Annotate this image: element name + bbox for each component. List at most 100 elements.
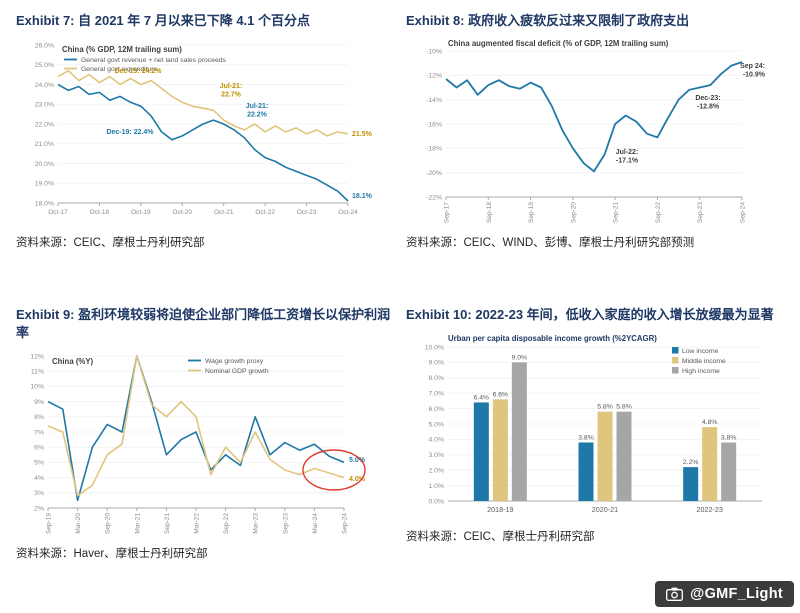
y-tick-label: 8.0% bbox=[429, 375, 445, 382]
chart-title: China augmented fiscal deficit (% of GDP… bbox=[448, 39, 669, 48]
y-tick-label: 3% bbox=[34, 490, 44, 497]
line-series-0 bbox=[57, 83, 349, 202]
annotation: Sep 24: bbox=[740, 63, 765, 70]
y-tick-label: 12% bbox=[30, 353, 44, 360]
exhibit-8-panel: Exhibit 8: 政府收入疲软反过来又限制了政府支出 -10% -12% -14… bbox=[406, 12, 784, 300]
annotation: -17.1% bbox=[616, 157, 639, 164]
exhibit-7-title: Exhibit 7: 自 2021 年 7 月以来已下降 4.1 个百分点 bbox=[16, 13, 311, 28]
y-tick-label: 5% bbox=[34, 460, 44, 467]
bar-value-label: 6.6% bbox=[493, 391, 509, 398]
exhibit-7-panel: Exhibit 7: 自 2021 年 7 月以来已下降 4.1 个百分点 26… bbox=[16, 12, 394, 300]
x-tick-label: Sep-23 bbox=[697, 201, 704, 222]
chart-title: China (%Y) bbox=[52, 357, 94, 366]
annotation: Dec-19: 24.2% bbox=[114, 68, 162, 75]
y-tick-label: 6.0% bbox=[429, 405, 445, 412]
x-tick-label: Sep-19 bbox=[46, 513, 53, 534]
y-tick-label: -18% bbox=[426, 145, 442, 152]
y-tick-label: 10% bbox=[30, 384, 44, 391]
bar-value-label: 9.0% bbox=[512, 354, 527, 361]
y-tick-label: 0.0% bbox=[429, 498, 445, 505]
bar-1-2 bbox=[702, 426, 718, 501]
y-tick-label: 7.0% bbox=[429, 390, 445, 397]
exhibit-7-source: 资料来源：CEIC、摩根士丹利研究部 bbox=[16, 236, 205, 249]
exhibit-8-source: 资料来源：CEIC、WIND、彭博、摩根士丹利研究部预测 bbox=[406, 236, 695, 249]
bar-0-2 bbox=[683, 466, 699, 501]
y-tick-label: 26.0% bbox=[35, 42, 54, 49]
legend-label: Nominal GDP growth bbox=[205, 368, 269, 375]
bar-value-label: 3.8% bbox=[578, 434, 594, 441]
line-series-0 bbox=[445, 60, 743, 172]
x-tick-label: Sep-21 bbox=[613, 201, 620, 222]
watermark-handle: @GMF_Light bbox=[690, 586, 783, 602]
annotation: 22.7% bbox=[221, 91, 242, 98]
y-tick-label: 24.0% bbox=[35, 81, 54, 88]
legend-swatch bbox=[672, 356, 679, 364]
bar-value-label: 4.8% bbox=[702, 419, 718, 426]
y-tick-label: 3.0% bbox=[429, 452, 445, 459]
bar-1-0 bbox=[492, 398, 508, 501]
y-tick-label: 20.0% bbox=[35, 160, 54, 167]
x-tick-label: Sep-24 bbox=[342, 513, 349, 534]
y-tick-label: 5.0% bbox=[429, 421, 445, 428]
line-series-1 bbox=[57, 69, 349, 137]
y-tick-label: -22% bbox=[426, 194, 442, 201]
y-tick-label: 9.0% bbox=[429, 359, 445, 366]
x-category-label: 2018-19 bbox=[487, 505, 513, 514]
y-tick-label: 11% bbox=[31, 369, 44, 376]
x-tick-label: Mar-20 bbox=[75, 513, 82, 534]
x-tick-label: Sep-20 bbox=[105, 513, 112, 534]
annotation: -10.9% bbox=[743, 71, 766, 78]
x-tick-label: Oct-19 bbox=[131, 209, 151, 216]
bar-1-1 bbox=[597, 411, 613, 501]
x-tick-label: Sep-24 bbox=[740, 201, 747, 222]
legend-label: High income bbox=[682, 368, 720, 375]
y-tick-label: -12% bbox=[426, 72, 442, 79]
y-tick-label: 4.0% bbox=[429, 436, 445, 443]
x-tick-label: Mar-23 bbox=[253, 513, 260, 534]
annotation: Dec-19: 22.4% bbox=[106, 129, 154, 136]
bar-value-label: 2.2% bbox=[683, 459, 699, 466]
x-tick-label: Sep-20 bbox=[570, 201, 577, 222]
y-tick-label: 10.0% bbox=[425, 344, 444, 351]
legend-label: Low income bbox=[682, 348, 718, 355]
x-tick-label: Oct-21 bbox=[214, 209, 234, 216]
x-tick-label: Oct-20 bbox=[173, 209, 193, 216]
bar-value-label: 5.8% bbox=[616, 403, 632, 410]
exhibit-7-chart: 26.0% 25.0% 24.0% 23.0% 22.0% 21.0% 20.0% 19.0%… bbox=[35, 42, 373, 216]
bar-0-1 bbox=[578, 442, 594, 501]
x-tick-label: Oct-18 bbox=[90, 209, 110, 216]
annotation: -12.8% bbox=[697, 103, 720, 110]
x-tick-label: Mar-21 bbox=[134, 513, 141, 534]
bar-2-2 bbox=[721, 442, 737, 501]
y-tick-label: 19.0% bbox=[35, 180, 54, 187]
exhibit-9-panel: Exhibit 9: 盈利环境较弱将迫使企业部门降低工资增长以保护利润率 12%… bbox=[16, 306, 394, 594]
y-tick-label: -14% bbox=[426, 97, 442, 104]
legend-label: Wage growth proxy bbox=[205, 358, 264, 365]
annotation: Jul-21: bbox=[246, 103, 269, 110]
annotation: Dec-23: bbox=[695, 95, 720, 102]
exhibits-grid: Exhibit 7: 自 2021 年 7 月以来已下降 4.1 个百分点 26… bbox=[16, 12, 784, 594]
x-category-label: 2020-21 bbox=[592, 505, 618, 514]
y-tick-label: 9% bbox=[34, 399, 44, 406]
bar-0-0 bbox=[473, 401, 489, 501]
y-tick-label: 21.0% bbox=[35, 141, 54, 148]
watermark: @GMF_Light bbox=[655, 581, 794, 607]
camera-icon bbox=[666, 587, 684, 601]
x-tick-label: Sep-17 bbox=[444, 201, 451, 222]
highlight-ellipse bbox=[302, 449, 366, 491]
y-tick-label: 7% bbox=[34, 429, 44, 436]
annotation: 5.0% bbox=[349, 457, 366, 464]
y-tick-label: 22.0% bbox=[35, 121, 54, 128]
y-tick-label: 2.0% bbox=[429, 467, 445, 474]
bar-value-label: 6.4% bbox=[474, 394, 490, 401]
chart-title: Urban per capita disposable income growt… bbox=[448, 334, 657, 343]
annotation: 22.2% bbox=[247, 111, 268, 118]
bar-2-1 bbox=[616, 411, 632, 501]
exhibit-10-chart: 0.0% 1.0% 2.0% 3.0% 4.0% 5.0% 6.0% 7.0% 8.0% 9.0%… bbox=[425, 334, 762, 514]
y-tick-label: 4% bbox=[34, 475, 44, 482]
y-tick-label: 1.0% bbox=[429, 482, 445, 489]
line-series-0 bbox=[47, 355, 345, 502]
x-tick-label: Mar-22 bbox=[194, 513, 201, 534]
x-tick-label: Mar-24 bbox=[312, 513, 319, 534]
x-tick-label: Oct-24 bbox=[338, 209, 358, 216]
